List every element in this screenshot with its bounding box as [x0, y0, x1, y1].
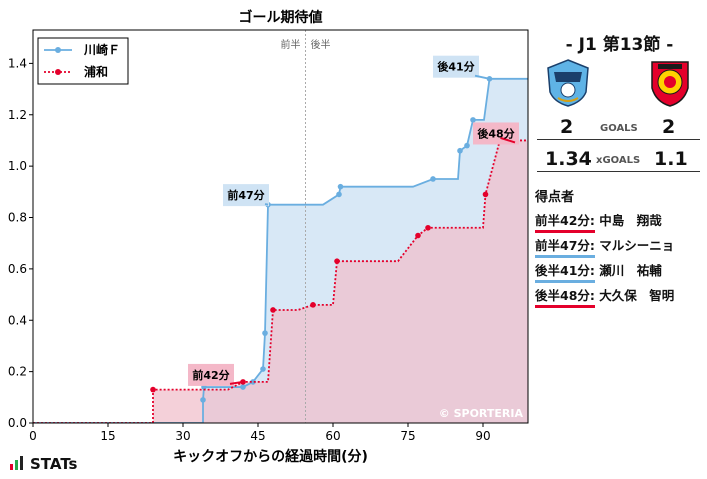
scorer-item: 前半42分: 中島 翔哉: [535, 210, 662, 233]
scorer-name: マルシーニョ: [594, 238, 675, 253]
goal-annotation-pointer: [264, 203, 269, 206]
plot-frame: [32, 29, 529, 424]
legend-marker: [55, 69, 61, 75]
scorer-time: 前半42分:: [535, 210, 595, 233]
goal-annotation-pointer: [500, 136, 516, 144]
y-tick-label: 1.4: [8, 56, 27, 70]
first-half-label: 前半: [281, 38, 301, 51]
goal-annotation-pointer: [474, 74, 490, 80]
series-area: [33, 137, 528, 423]
scorer-name: 中島 翔哉: [594, 213, 662, 228]
data-point: [482, 191, 489, 198]
watermark: © SPORTERIA: [439, 407, 524, 420]
stats-brand-text: STATs: [30, 455, 78, 473]
chart-title: ゴール期待値: [239, 9, 323, 26]
data-point: [262, 330, 268, 336]
y-tick-label: 0.8: [8, 211, 27, 225]
data-point: [250, 379, 256, 385]
data-point: [337, 183, 344, 190]
goal-annotation-box: [433, 55, 479, 78]
data-point: [334, 258, 340, 264]
score-divider: [537, 139, 700, 140]
goal-annotation-box: [223, 184, 269, 207]
away-xg: 1.1: [654, 148, 688, 170]
data-point: [457, 147, 463, 154]
scorer-time: 後半41分:: [535, 260, 595, 283]
scorers-heading: 得点者: [535, 190, 575, 205]
goal-annotation-box: [473, 122, 519, 145]
data-point: [310, 302, 316, 308]
data-point: [470, 117, 476, 123]
x-tick-label: 45: [250, 429, 265, 443]
data-point: [150, 386, 156, 393]
scorer-time: 後半48分:: [535, 285, 595, 308]
data-point: [415, 232, 421, 239]
data-point: [260, 366, 266, 372]
goal-annotation-label: 前42分: [192, 368, 229, 382]
xg-label: xGOALS: [596, 155, 641, 166]
xg-divider: [537, 171, 700, 172]
data-point: [240, 384, 246, 390]
data-point: [200, 397, 206, 403]
stats-logo: STATs: [10, 455, 77, 474]
x-tick-label: 90: [475, 429, 490, 443]
scorer-item: 後半48分: 大久保 智明: [535, 285, 674, 308]
legend-label: 浦和: [84, 64, 108, 79]
match-round-title: - J1 第13節 -: [565, 35, 674, 55]
scorer-item: 後半41分: 瀬川 祐輔: [535, 260, 662, 283]
home-goals: 2: [560, 116, 574, 138]
data-point: [336, 191, 342, 198]
kawasaki-crest-icon: [547, 59, 589, 107]
y-tick-label: 1.2: [8, 108, 27, 122]
urawa-crest-icon: [651, 61, 689, 107]
legend-marker: [55, 47, 61, 53]
goal-annotation-label: 後48分: [477, 126, 514, 140]
data-point: [270, 307, 276, 313]
legend-box: [37, 37, 129, 85]
x-axis-label: キックオフからの経過時間(分): [173, 448, 368, 465]
legend: 川崎Ｆ 浦和: [37, 37, 129, 85]
legend-label: 川崎Ｆ: [83, 42, 120, 57]
y-tick-label: 0.6: [8, 262, 27, 276]
scorer-name: 大久保 智明: [594, 288, 675, 303]
home-xg: 1.34: [545, 148, 592, 170]
x-tick-label: 60: [325, 429, 340, 443]
goal-annotation-box: [188, 363, 234, 386]
goal-annotation-pointer: [229, 380, 244, 385]
match-sidebar: - J1 第13節 - 2 GOALS 2 1.34 xGOALS 1.1 得点…: [532, 0, 707, 479]
x-tick-label: 75: [400, 429, 415, 443]
y-tick-label: 0.2: [8, 365, 27, 379]
y-tick-label: 0.0: [8, 416, 27, 430]
y-tick-label: 0.4: [8, 313, 27, 327]
goal-annotation-label: 後41分: [437, 60, 474, 74]
goals-label: GOALS: [600, 123, 638, 134]
goal-annotation-label: 前47分: [227, 188, 264, 202]
scorer-item: 前半47分: マルシーニョ: [535, 235, 674, 258]
data-point: [464, 142, 470, 149]
x-tick-label: 15: [100, 429, 115, 443]
y-tick-label: 1.0: [8, 159, 27, 173]
scorer-time: 前半47分:: [535, 235, 595, 258]
data-point: [430, 176, 436, 182]
scorer-name: 瀬川 祐輔: [594, 263, 662, 278]
x-tick-label: 0: [29, 429, 37, 443]
stats-bars-icon: [10, 456, 26, 474]
data-point: [425, 224, 431, 231]
xg-chart: 0 15 30 45 60 75 90 0.0 0.2 0.4 0.6 0.8 1.0 1.2 1.4 ゴール…: [8, 9, 529, 465]
plot-area: [33, 30, 528, 423]
second-half-label: 後半: [311, 38, 331, 51]
away-goals: 2: [662, 116, 676, 138]
x-tick-label: 30: [175, 429, 190, 443]
